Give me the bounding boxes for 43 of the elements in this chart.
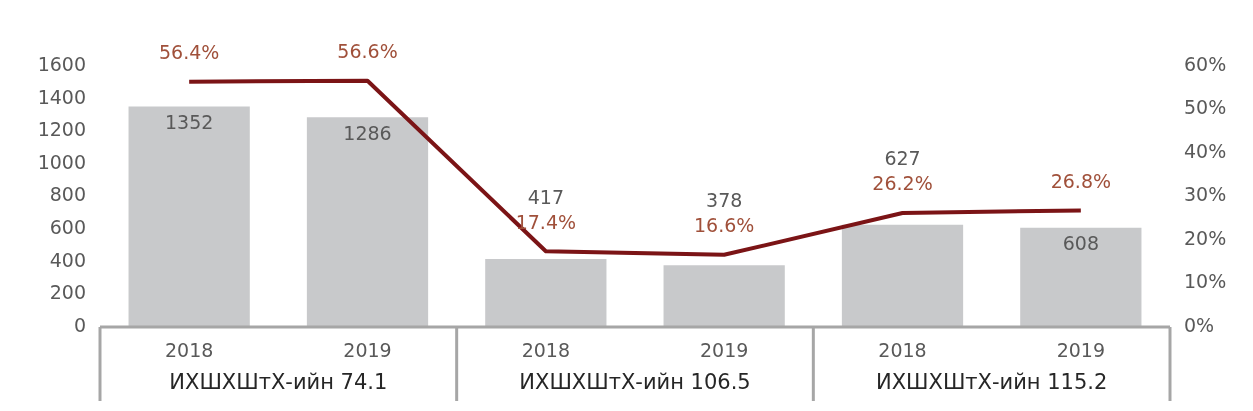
text: ИХШХШтХ-ийн 115.2	[875, 370, 1108, 395]
bar	[128, 106, 250, 327]
y2-tick-label: 40%	[1184, 139, 1227, 162]
y-tick-label: 1400	[37, 85, 86, 108]
bar	[485, 258, 607, 327]
data-label: 17.4%	[515, 210, 577, 233]
data-label: 56.6%	[337, 40, 398, 63]
x-tick-label: 2019	[699, 339, 749, 362]
bar	[1020, 227, 1142, 327]
x-tick-label: 2019	[343, 339, 392, 362]
y2-tick-label: 20%	[1184, 226, 1227, 249]
y2-tick-label: 50%	[1184, 96, 1227, 119]
data-label: 26.2%	[872, 172, 933, 195]
data-label: 1352	[164, 110, 214, 133]
data-label: 16.6%	[693, 214, 755, 237]
data-label: 56.4%	[158, 41, 220, 64]
y2-tick-label: 30%	[1184, 183, 1227, 206]
y2-tick-label: 60%	[1184, 52, 1227, 75]
y-tick-label: 600	[49, 216, 86, 239]
data-label: 1286	[343, 121, 392, 144]
data-label: 608	[1062, 232, 1099, 255]
y-tick-label: 200	[49, 281, 86, 304]
y-tick-label: 1200	[37, 118, 86, 141]
y-tick-label: 400	[49, 248, 86, 271]
y2-tick-label: 10%	[1184, 270, 1227, 293]
x-tick-label: 2018	[521, 339, 571, 362]
y-tick-label: 1600	[37, 52, 86, 75]
x-tick-label: 2018	[164, 339, 214, 362]
text: ИХШХШтХ-ийн 74.1	[169, 370, 388, 395]
data-label: 378	[706, 189, 743, 212]
x-tick-label: 2019	[1056, 339, 1106, 362]
data-label: 627	[884, 147, 921, 170]
data-label: 417	[527, 185, 564, 208]
y-tick-label: 1000	[37, 150, 86, 173]
y-tick-label: 0	[73, 313, 86, 336]
bar	[663, 265, 785, 327]
x-tick-label: 2018	[878, 339, 927, 362]
y2-tick-label: 0%	[1184, 313, 1215, 336]
text: ИХШХШтХ-ийн 106.5	[519, 370, 751, 395]
bar	[306, 117, 429, 327]
bar	[841, 224, 964, 327]
y-tick-label: 800	[49, 183, 86, 206]
data-label: 26.8%	[1050, 169, 1112, 192]
